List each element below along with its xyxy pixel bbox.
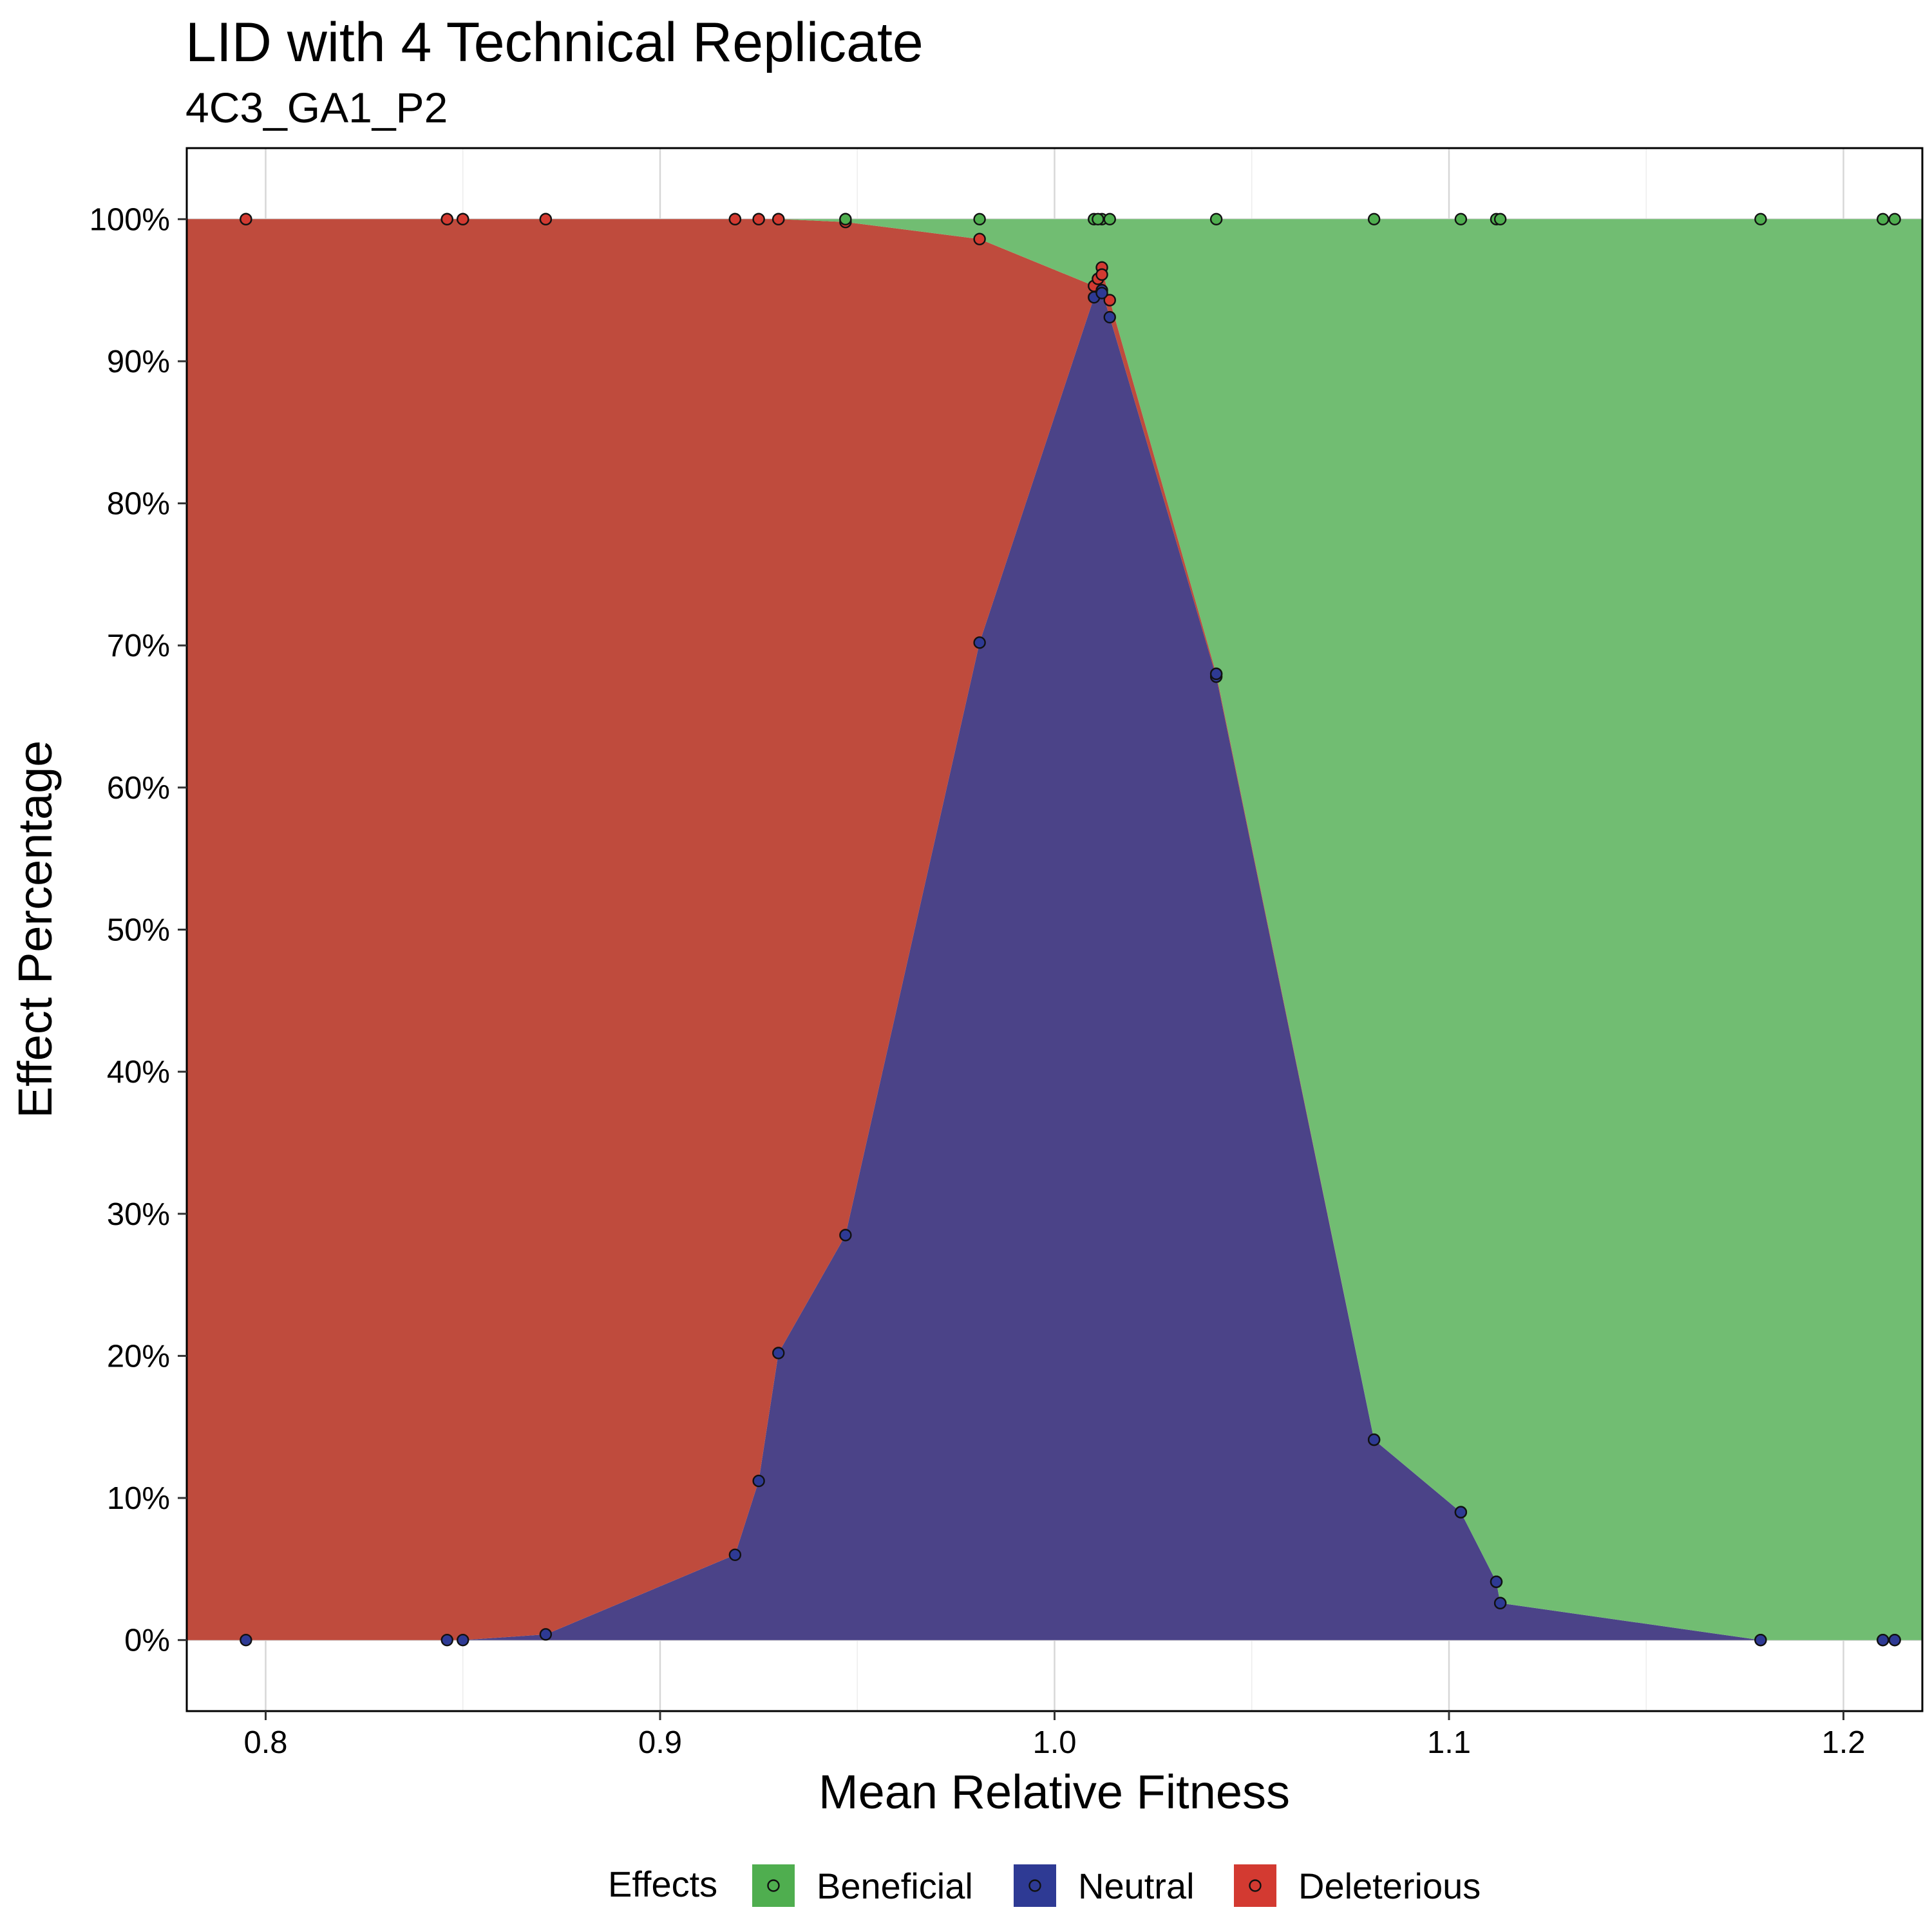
- point-beneficial: [973, 213, 986, 226]
- point-neutral: [539, 1628, 553, 1641]
- point-deleterious: [728, 213, 742, 226]
- point-beneficial: [1493, 213, 1507, 226]
- x-axis-ticks: 0.8 0.9 1.0 1.1 1.2: [243, 1711, 1866, 1760]
- legend-label-neutral: Neutral: [1078, 1866, 1195, 1906]
- point-deleterious: [457, 213, 469, 226]
- area-neutral: [187, 290, 1922, 1640]
- point-neutral: [752, 1474, 765, 1488]
- point-deleterious: [539, 213, 553, 226]
- x-tick-label: 1.1: [1427, 1725, 1471, 1760]
- point-deleterious: [973, 232, 986, 245]
- data-points: [240, 213, 1901, 1647]
- point-neutral: [240, 1633, 252, 1647]
- point-neutral: [457, 1633, 469, 1647]
- y-tick-label: 100%: [90, 202, 170, 237]
- x-tick-label: 0.9: [638, 1725, 682, 1760]
- point-beneficial: [839, 213, 852, 226]
- chart-subtitle: 4C3_GA1_P2: [185, 84, 448, 131]
- y-tick-label: 80%: [107, 487, 170, 522]
- y-tick-label: 20%: [107, 1339, 170, 1374]
- legend: Effects Beneficial Neutral Deleterious: [608, 1864, 1481, 1907]
- point-neutral: [1490, 1575, 1503, 1588]
- point-neutral: [973, 636, 986, 649]
- point-neutral: [1209, 667, 1223, 681]
- area-beneficial: [187, 219, 1922, 1640]
- point-neutral: [1095, 287, 1108, 299]
- point-neutral: [1754, 1633, 1767, 1647]
- x-tick-label: 1.2: [1821, 1725, 1865, 1760]
- stacked-areas: [187, 219, 1922, 1640]
- y-tick-label: 30%: [107, 1197, 170, 1232]
- point-neutral: [1877, 1633, 1889, 1647]
- legend-label-deleterious: Deleterious: [1298, 1866, 1481, 1906]
- point-neutral: [440, 1633, 453, 1647]
- legend-key-point: [767, 1879, 780, 1892]
- point-beneficial: [1888, 213, 1901, 226]
- y-tick-label: 60%: [107, 771, 170, 806]
- point-deleterious: [1095, 268, 1108, 281]
- y-tick-label: 40%: [107, 1055, 170, 1090]
- y-axis-title: Effect Percentage: [8, 741, 62, 1119]
- x-axis-title: Mean Relative Fitness: [819, 1765, 1290, 1819]
- y-tick-label: 70%: [107, 629, 170, 663]
- point-beneficial: [1209, 213, 1223, 226]
- point-deleterious: [1103, 294, 1116, 307]
- y-tick-label: 50%: [107, 913, 170, 948]
- point-neutral: [1103, 310, 1116, 324]
- point-neutral: [1493, 1596, 1507, 1610]
- legend-label-beneficial: Beneficial: [817, 1866, 973, 1906]
- legend-key-point: [1028, 1879, 1041, 1892]
- legend-title: Effects: [608, 1864, 717, 1904]
- point-neutral: [728, 1548, 742, 1562]
- point-neutral: [1454, 1506, 1468, 1519]
- point-beneficial: [1754, 213, 1767, 226]
- point-neutral: [1367, 1433, 1381, 1446]
- point-deleterious: [752, 213, 765, 226]
- y-axis-ticks: 0% 10% 20% 30% 40% 50% 60% 70% 80% 90% 100%: [90, 202, 187, 1658]
- point-deleterious: [772, 213, 785, 226]
- point-neutral: [839, 1229, 852, 1242]
- point-neutral: [1888, 1633, 1901, 1647]
- y-tick-label: 0%: [124, 1624, 170, 1658]
- point-beneficial: [1092, 213, 1104, 226]
- point-deleterious: [240, 213, 252, 226]
- point-beneficial: [1103, 213, 1116, 226]
- point-beneficial: [1877, 213, 1889, 226]
- x-tick-label: 1.0: [1032, 1725, 1076, 1760]
- area-deleterious: [187, 219, 1922, 1640]
- point-deleterious: [440, 213, 453, 226]
- point-beneficial: [1454, 213, 1468, 226]
- point-neutral: [772, 1347, 785, 1359]
- y-tick-label: 90%: [107, 345, 170, 379]
- point-beneficial: [1367, 213, 1381, 226]
- x-tick-label: 0.8: [243, 1725, 287, 1760]
- legend-key-point: [1249, 1879, 1262, 1892]
- y-tick-label: 10%: [107, 1481, 170, 1516]
- chart-title: LID with 4 Technical Replicate: [185, 12, 923, 73]
